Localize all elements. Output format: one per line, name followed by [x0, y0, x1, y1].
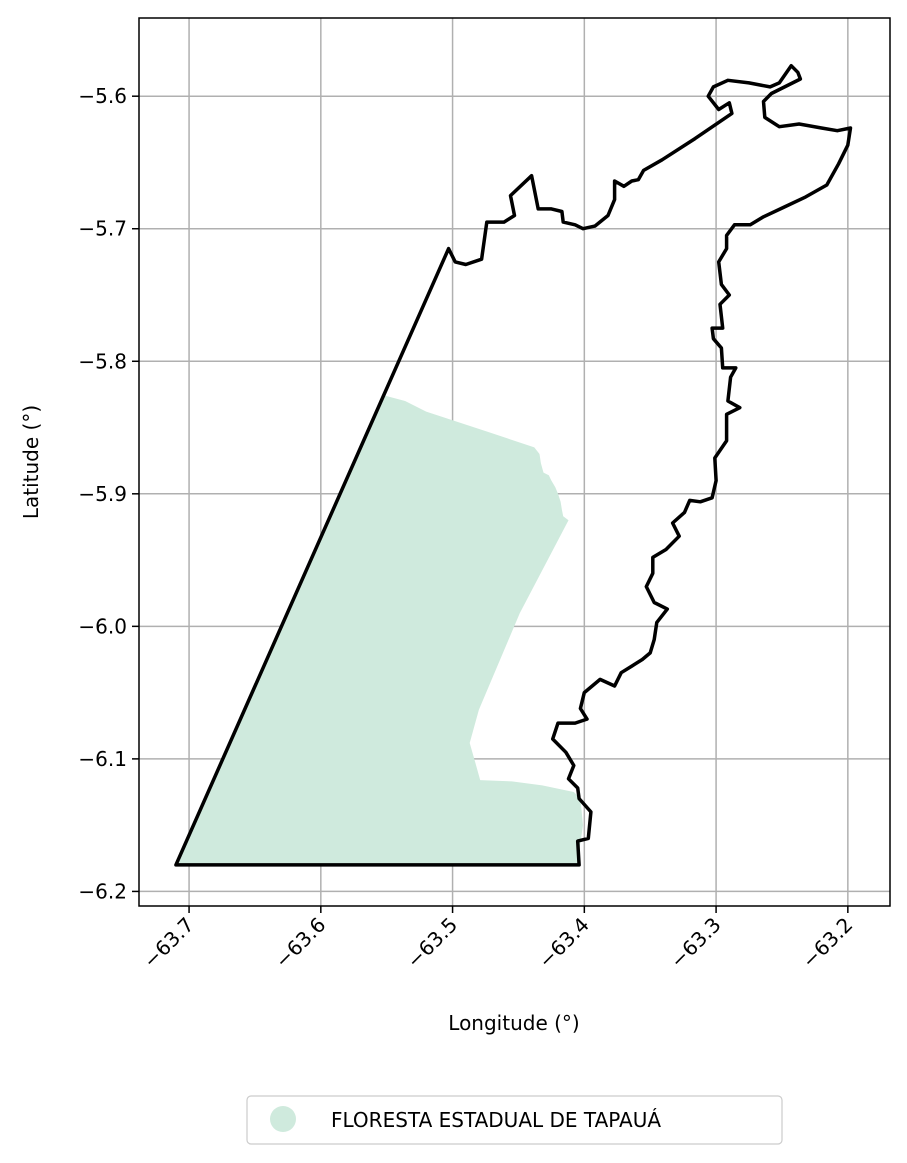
legend: FLORESTA ESTADUAL DE TAPAUÁ: [246, 1095, 783, 1145]
y-tick-label: −5.8: [78, 349, 127, 373]
legend-box: [246, 1095, 783, 1145]
legend-label: FLORESTA ESTADUAL DE TAPAUÁ: [331, 1108, 661, 1132]
map-layers: [174, 63, 853, 867]
y-tick-label: −5.9: [78, 482, 127, 506]
boundary-outline: [174, 63, 853, 867]
y-tick-label: −6.1: [78, 747, 127, 771]
y-axis-label: Latitude (°): [19, 405, 43, 519]
plot-frame: [138, 17, 891, 907]
y-tick-label: −5.7: [78, 217, 127, 241]
y-axis-ticks: −5.6 −5.7 −5.8 −5.9 −6.0 −6.1 −6.2: [78, 84, 139, 903]
y-tick-label: −6.0: [78, 614, 127, 638]
legend-marker: [270, 1106, 296, 1132]
x-axis-label: Longitude (°): [448, 1011, 579, 1035]
y-tick-label: −6.2: [78, 879, 127, 903]
forest-reserve-area: [175, 395, 583, 865]
y-tick-label: −5.6: [78, 84, 127, 108]
